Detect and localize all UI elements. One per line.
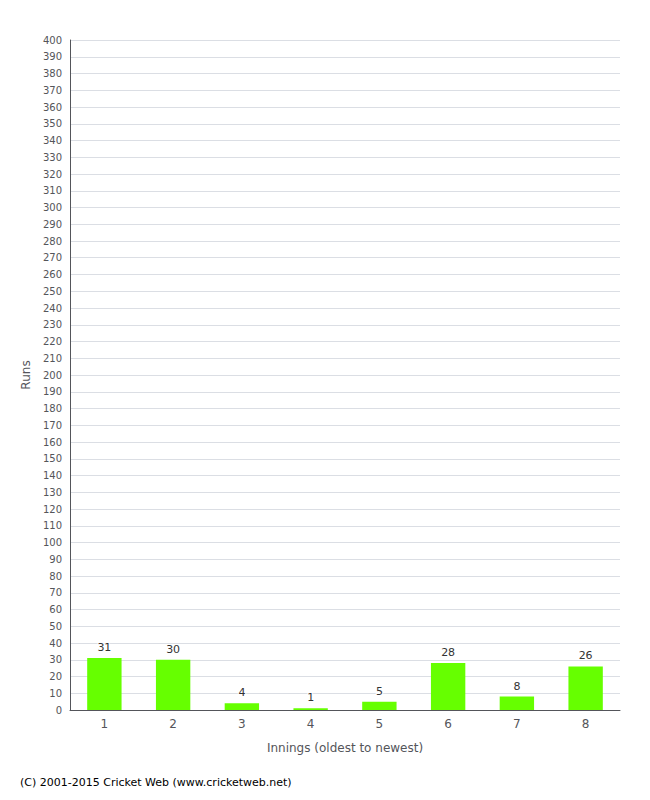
svg-text:230: 230 <box>43 319 62 330</box>
svg-text:30: 30 <box>49 654 62 665</box>
svg-text:360: 360 <box>43 102 62 113</box>
svg-text:8: 8 <box>582 717 590 731</box>
svg-text:5: 5 <box>376 717 384 731</box>
svg-text:400: 400 <box>43 35 62 46</box>
svg-text:100: 100 <box>43 537 62 548</box>
svg-text:150: 150 <box>43 453 62 464</box>
svg-text:290: 290 <box>43 219 62 230</box>
svg-text:340: 340 <box>43 135 62 146</box>
svg-text:3: 3 <box>238 717 246 731</box>
svg-text:20: 20 <box>49 671 62 682</box>
svg-text:300: 300 <box>43 202 62 213</box>
svg-text:60: 60 <box>49 604 62 615</box>
svg-text:180: 180 <box>43 403 62 414</box>
svg-text:Innings (oldest to newest): Innings (oldest to newest) <box>267 741 423 755</box>
svg-text:280: 280 <box>43 236 62 247</box>
svg-text:6: 6 <box>444 717 452 731</box>
svg-text:70: 70 <box>49 587 62 598</box>
svg-text:30: 30 <box>166 643 180 656</box>
svg-text:170: 170 <box>43 420 62 431</box>
svg-text:270: 270 <box>43 252 62 263</box>
svg-text:5: 5 <box>376 685 383 698</box>
svg-text:26: 26 <box>579 649 593 662</box>
svg-text:380: 380 <box>43 68 62 79</box>
svg-text:130: 130 <box>43 487 62 498</box>
svg-text:40: 40 <box>49 638 62 649</box>
svg-text:(C) 2001-2015 Cricket Web (www: (C) 2001-2015 Cricket Web (www.cricketwe… <box>20 776 292 789</box>
svg-text:200: 200 <box>43 370 62 381</box>
svg-text:1: 1 <box>307 691 314 704</box>
svg-text:120: 120 <box>43 504 62 515</box>
svg-text:8: 8 <box>513 680 520 693</box>
svg-text:80: 80 <box>49 571 62 582</box>
svg-text:Runs: Runs <box>19 360 33 389</box>
svg-text:350: 350 <box>43 118 62 129</box>
svg-text:310: 310 <box>43 185 62 196</box>
svg-text:160: 160 <box>43 437 62 448</box>
svg-text:31: 31 <box>97 641 111 654</box>
svg-text:260: 260 <box>43 269 62 280</box>
svg-text:370: 370 <box>43 85 62 96</box>
svg-text:330: 330 <box>43 152 62 163</box>
svg-text:7: 7 <box>513 717 521 731</box>
svg-text:10: 10 <box>49 688 62 699</box>
svg-text:90: 90 <box>49 554 62 565</box>
svg-text:220: 220 <box>43 336 62 347</box>
svg-text:4: 4 <box>238 686 245 699</box>
svg-text:1: 1 <box>101 717 109 731</box>
svg-text:240: 240 <box>43 303 62 314</box>
svg-text:320: 320 <box>43 169 62 180</box>
svg-text:390: 390 <box>43 51 62 62</box>
svg-text:110: 110 <box>43 520 62 531</box>
svg-text:2: 2 <box>169 717 177 731</box>
svg-text:4: 4 <box>307 717 315 731</box>
svg-text:50: 50 <box>49 621 62 632</box>
svg-text:0: 0 <box>56 705 62 716</box>
svg-text:190: 190 <box>43 386 62 397</box>
svg-text:210: 210 <box>43 353 62 364</box>
svg-text:140: 140 <box>43 470 62 481</box>
svg-text:28: 28 <box>441 646 455 659</box>
svg-text:250: 250 <box>43 286 62 297</box>
